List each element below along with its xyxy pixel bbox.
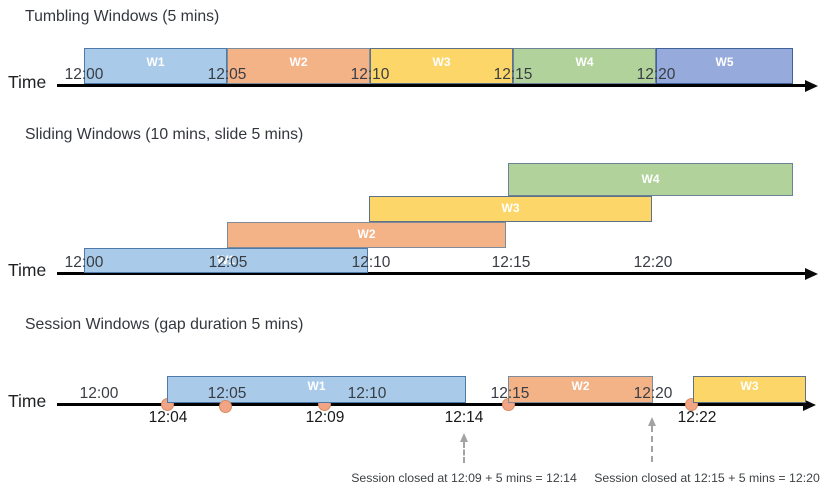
- annotation-text: Session closed at 12:09 + 5 mins = 12:14: [351, 471, 577, 485]
- window-label: W2: [571, 379, 590, 393]
- tick-label: 12:15: [490, 385, 530, 402]
- arrow-right-icon: [805, 79, 818, 92]
- event-dot: [219, 400, 232, 413]
- dashed-pointer-line: [651, 426, 653, 462]
- tick-label: 12:10: [350, 66, 390, 83]
- dashed-pointer-line: [463, 442, 465, 463]
- timeline-axis: [57, 403, 805, 406]
- section-title-session: Session Windows (gap duration 5 mins): [25, 316, 304, 333]
- tick-label: 12:10: [351, 254, 391, 271]
- arrow-right-icon: [805, 267, 818, 280]
- event-time-label: 12:22: [677, 409, 717, 426]
- window-label: W5: [715, 55, 734, 69]
- window-box: W1: [84, 248, 368, 273]
- timeline-axis: [57, 272, 805, 275]
- window-box: W4: [508, 163, 793, 196]
- window-label: W1: [217, 253, 235, 267]
- arrow-up-icon: [647, 417, 656, 426]
- window-box: W3: [370, 48, 513, 84]
- window-box: W2: [227, 48, 370, 84]
- tick-label: 12:20: [633, 254, 673, 271]
- tick-label: 12:05: [208, 254, 248, 271]
- window-box: W1: [84, 48, 227, 84]
- window-label: W1: [146, 55, 165, 69]
- tick-label: 12:15: [491, 254, 531, 271]
- window-box: W5: [656, 48, 793, 84]
- window-label: W4: [575, 55, 594, 69]
- window-box: W2: [508, 376, 653, 403]
- arrow-up-icon: [459, 433, 468, 442]
- tick-label: 12:20: [633, 385, 673, 402]
- tick-label: 12:10: [347, 385, 387, 402]
- tick-label: 12:05: [207, 385, 247, 402]
- time-axis-label: Time: [8, 72, 47, 92]
- window-label: W3: [740, 379, 759, 393]
- event-time-label: 12:04: [148, 409, 188, 426]
- window-box: W1: [167, 376, 466, 403]
- annotation-text: Session closed at 12:15 + 5 mins = 12:20: [594, 471, 820, 485]
- tick-label: 12:00: [79, 385, 119, 402]
- window-box: W3: [369, 196, 652, 222]
- tick-label: 12:00: [64, 66, 104, 83]
- section-title-tumbling: Tumbling Windows (5 mins): [25, 8, 220, 25]
- event-time-label: 12:09: [305, 409, 345, 426]
- window-box: W2: [227, 222, 506, 248]
- tick-label: 12:05: [207, 66, 247, 83]
- window-label: W2: [357, 227, 376, 241]
- window-label: W4: [641, 172, 660, 186]
- timeline-axis: [57, 84, 805, 87]
- window-label: W3: [432, 55, 451, 69]
- window-box: W4: [513, 48, 656, 84]
- tick-label: 12:00: [64, 254, 104, 271]
- section-title-sliding: Sliding Windows (10 mins, slide 5 mins): [25, 126, 304, 143]
- session-close-time-label: 12:14: [444, 409, 484, 426]
- time-axis-label: Time: [8, 391, 47, 411]
- tick-label: 12:15: [493, 66, 533, 83]
- tick-label: 12:20: [636, 66, 676, 83]
- arrow-right-icon: [803, 398, 816, 411]
- window-label: W2: [289, 55, 308, 69]
- window-label: W1: [307, 379, 326, 393]
- time-axis-label: Time: [8, 260, 47, 280]
- window-box: W3: [693, 376, 806, 403]
- window-label: W3: [501, 201, 520, 215]
